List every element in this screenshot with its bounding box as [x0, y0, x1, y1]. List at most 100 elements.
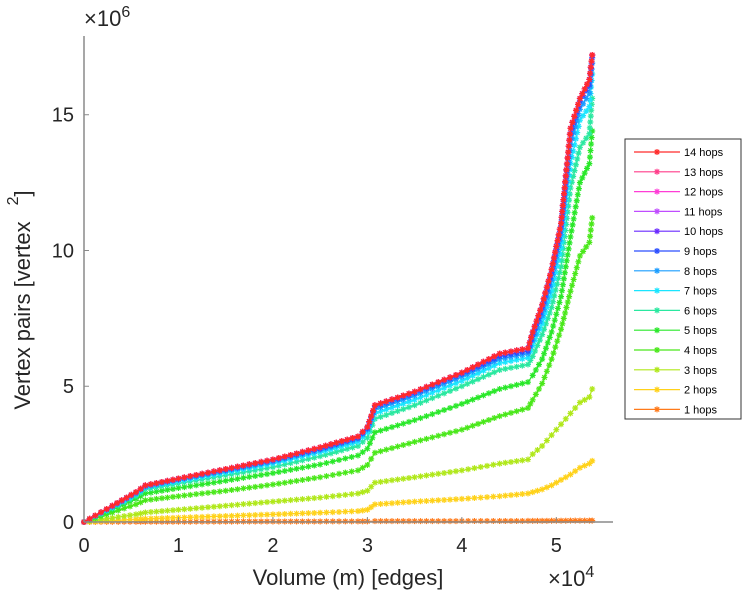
x-tick-label: 0	[78, 535, 89, 557]
legend-item: 1 hops	[634, 404, 718, 416]
legend-marker-icon	[654, 168, 660, 175]
data-point	[496, 385, 503, 392]
data-point	[542, 309, 549, 316]
data-point	[490, 461, 497, 468]
data-point	[573, 109, 580, 116]
data-point	[452, 372, 459, 379]
data-point	[181, 514, 188, 521]
data-point	[543, 484, 550, 491]
legend-item: 2 hops	[634, 385, 718, 397]
data-point	[556, 226, 563, 233]
data-point	[554, 338, 561, 345]
data-point	[240, 462, 247, 469]
data-point	[559, 320, 566, 327]
data-point	[586, 130, 593, 137]
data-point	[539, 380, 546, 387]
data-point	[542, 290, 549, 297]
data-point	[336, 470, 343, 477]
data-point	[529, 451, 536, 458]
data-point	[485, 416, 492, 423]
data-point	[246, 512, 253, 519]
data-point	[471, 495, 478, 502]
legend-label: 11 hops	[684, 206, 723, 218]
data-point	[558, 421, 565, 428]
data-point	[477, 494, 484, 501]
series-5-hops	[81, 128, 596, 525]
data-point	[562, 415, 569, 422]
data-point	[552, 249, 559, 256]
data-point	[519, 346, 526, 353]
legend: 14 hops 13 hops 12 hops 11 hops 10 hops 9 hop…	[624, 138, 742, 420]
data-point	[572, 161, 579, 168]
data-point	[563, 221, 570, 228]
data-point	[484, 494, 491, 501]
data-point	[354, 490, 361, 497]
data-point	[485, 356, 492, 363]
data-point	[532, 347, 539, 354]
data-point	[452, 428, 459, 435]
data-point	[240, 512, 247, 519]
x-tick-label: 5	[551, 535, 562, 557]
data-point	[377, 518, 384, 525]
data-point	[264, 471, 271, 478]
data-point	[240, 485, 247, 492]
data-point	[240, 501, 247, 508]
data-point	[240, 474, 247, 481]
data-point	[405, 398, 412, 405]
data-point	[322, 451, 329, 458]
data-point	[377, 413, 384, 420]
data-point	[187, 514, 194, 521]
data-point	[323, 459, 330, 466]
data-point	[275, 462, 282, 469]
data-point	[513, 517, 520, 524]
data-point	[405, 474, 412, 481]
data-point	[158, 487, 165, 494]
data-point	[529, 489, 536, 496]
plot-area	[81, 52, 596, 525]
data-point	[269, 470, 276, 477]
data-point	[158, 515, 165, 522]
legend-marker-icon	[654, 366, 660, 373]
data-point	[216, 513, 223, 520]
data-point	[441, 496, 448, 503]
data-point	[513, 347, 520, 354]
data-point	[574, 191, 581, 198]
data-point	[336, 492, 343, 499]
data-point	[158, 508, 165, 515]
data-point	[588, 134, 595, 141]
data-point	[532, 391, 539, 398]
data-point	[287, 460, 294, 467]
data-point	[566, 293, 573, 300]
data-point	[485, 371, 492, 378]
data-point	[115, 507, 122, 514]
data-point	[576, 179, 583, 186]
data-point	[383, 398, 390, 405]
data-point	[519, 517, 526, 524]
data-point	[429, 395, 436, 402]
data-point	[560, 315, 567, 322]
data-point	[429, 411, 436, 418]
data-point	[287, 497, 294, 504]
data-point	[536, 318, 543, 325]
data-point	[566, 137, 573, 144]
data-point	[287, 466, 294, 473]
data-point	[137, 499, 144, 506]
data-point	[371, 518, 378, 525]
legend-label: 8 hops	[684, 266, 718, 278]
data-point	[147, 489, 154, 496]
legend-label: 3 hops	[684, 365, 718, 377]
legend-label: 6 hops	[684, 305, 718, 317]
data-point	[576, 464, 583, 471]
data-point	[548, 482, 555, 489]
data-point	[423, 518, 430, 525]
data-point	[533, 318, 540, 325]
data-point	[507, 364, 514, 371]
data-point	[575, 112, 582, 119]
data-point	[246, 461, 253, 468]
data-point	[477, 464, 484, 471]
data-point	[581, 85, 588, 92]
data-point	[441, 518, 448, 525]
data-point	[524, 490, 531, 497]
data-point	[572, 135, 579, 142]
data-point	[536, 337, 543, 344]
